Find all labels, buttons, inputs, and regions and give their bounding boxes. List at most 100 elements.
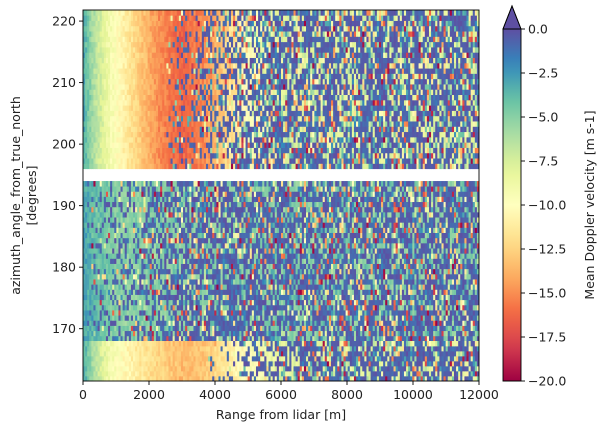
heatmap-cell xyxy=(208,163,211,170)
heatmap-cell xyxy=(358,163,361,170)
heatmap-cell xyxy=(360,131,363,138)
heatmap-cell xyxy=(143,110,146,117)
heatmap-cell xyxy=(130,105,134,111)
heatmap-cell xyxy=(216,110,219,117)
heatmap-cell xyxy=(105,62,109,69)
heatmap-cell xyxy=(137,99,140,106)
heatmap-cell xyxy=(199,78,203,85)
heatmap-cell xyxy=(114,110,117,117)
heatmap-cell xyxy=(324,158,328,164)
heatmap-cell xyxy=(281,84,284,90)
heatmap-cell xyxy=(466,73,469,80)
heatmap-cell xyxy=(155,62,159,69)
heatmap-cell xyxy=(460,142,463,148)
heatmap-cell xyxy=(230,36,234,43)
heatmap-cell xyxy=(249,99,253,106)
heatmap-cell xyxy=(139,25,142,32)
heatmap-cell xyxy=(97,57,101,64)
heatmap-cell xyxy=(99,68,103,74)
heatmap-cell xyxy=(360,105,363,111)
heatmap-cell xyxy=(220,94,223,101)
heatmap-cell xyxy=(149,136,153,143)
heatmap-cell xyxy=(120,73,123,80)
heatmap-cell xyxy=(366,152,369,159)
heatmap-cell xyxy=(341,121,344,127)
heatmap-cell xyxy=(178,152,182,159)
heatmap-cell xyxy=(166,31,169,37)
heatmap-cell xyxy=(130,78,134,85)
heatmap-cell xyxy=(426,52,430,58)
heatmap-cell xyxy=(208,84,211,90)
heatmap-cell xyxy=(166,41,169,48)
heatmap-cell xyxy=(108,147,111,154)
heatmap-cell xyxy=(153,57,157,64)
heatmap-cell xyxy=(391,115,394,122)
heatmap-cell xyxy=(133,68,136,74)
heatmap-cell xyxy=(353,62,357,69)
heatmap-cell xyxy=(349,31,353,37)
heatmap-cell xyxy=(174,163,178,170)
heatmap-cell xyxy=(208,52,211,58)
heatmap-cell xyxy=(345,78,349,85)
heatmap-cell xyxy=(110,31,113,37)
heatmap-cell xyxy=(297,62,301,69)
heatmap-cell xyxy=(281,121,284,127)
heatmap-cell xyxy=(176,73,180,80)
heatmap-cell xyxy=(241,110,244,117)
heatmap-cell xyxy=(87,152,90,159)
heatmap-cell xyxy=(331,41,334,48)
heatmap-cell xyxy=(441,62,444,69)
heatmap-cell xyxy=(341,62,344,69)
heatmap-cell xyxy=(318,158,321,164)
heatmap-cell xyxy=(318,47,321,53)
heatmap-cell xyxy=(170,47,173,53)
heatmap-cell xyxy=(201,94,205,101)
heatmap-cell xyxy=(420,62,424,69)
heatmap-cell xyxy=(153,158,157,164)
heatmap-cell xyxy=(189,99,192,106)
heatmap-cell xyxy=(191,47,194,53)
heatmap-cell xyxy=(87,78,90,85)
heatmap-cell xyxy=(347,121,351,127)
heatmap-cell xyxy=(260,163,263,170)
heatmap-cell xyxy=(403,94,407,101)
heatmap-cell xyxy=(149,31,153,37)
heatmap-cell xyxy=(268,52,271,58)
heatmap-cell xyxy=(99,147,103,154)
heatmap-cell xyxy=(333,89,336,96)
heatmap-cell xyxy=(462,152,465,159)
heatmap-cell xyxy=(141,99,144,106)
heatmap-cell xyxy=(162,31,165,37)
heatmap-cell xyxy=(226,68,230,74)
heatmap-cell xyxy=(416,36,419,43)
heatmap-cell xyxy=(433,57,436,64)
heatmap-cell xyxy=(422,147,426,154)
heatmap-cell xyxy=(437,110,440,117)
heatmap-cell xyxy=(118,84,121,90)
heatmap-cell xyxy=(468,41,472,48)
heatmap-cell xyxy=(97,105,101,111)
heatmap-cell xyxy=(385,89,388,96)
heatmap-cell xyxy=(287,110,290,117)
heatmap-cell xyxy=(389,110,392,117)
heatmap-cell xyxy=(180,158,184,164)
heatmap-cell xyxy=(212,142,215,148)
heatmap-cell xyxy=(247,115,251,122)
heatmap-cell xyxy=(255,52,259,58)
heatmap-cell xyxy=(103,78,107,85)
heatmap-cell xyxy=(303,163,307,170)
heatmap-cell xyxy=(443,89,446,96)
heatmap-cell xyxy=(464,57,467,64)
heatmap-cell xyxy=(318,78,321,85)
heatmap-cell xyxy=(389,89,392,96)
heatmap-cell xyxy=(122,73,126,80)
heatmap-cell xyxy=(299,52,303,58)
heatmap-cell xyxy=(324,126,328,133)
heatmap-cell xyxy=(370,68,374,74)
heatmap-cell xyxy=(420,126,424,133)
heatmap-cell xyxy=(189,57,192,64)
heatmap-cell xyxy=(335,163,338,170)
heatmap-cell xyxy=(337,136,340,143)
heatmap-cell xyxy=(391,31,394,37)
heatmap-cell xyxy=(220,89,223,96)
